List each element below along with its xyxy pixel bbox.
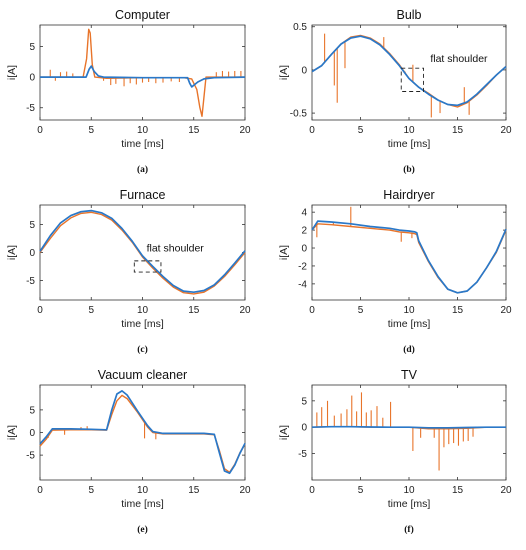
dashed-highlight-box: [133, 260, 162, 273]
chart-title: TV: [401, 368, 418, 382]
plot-frame: [311, 24, 507, 121]
annotation-label: flat shoulder: [430, 53, 488, 65]
x-tick-label: 10: [403, 305, 415, 316]
chart-title: Vacuum cleaner: [98, 368, 187, 382]
panel-caption: (f): [404, 524, 414, 535]
x-tick-label: 15: [188, 305, 200, 316]
x-tick-label: 10: [137, 125, 149, 136]
series-line-model: [39, 390, 246, 475]
y-tick-label: 0: [29, 428, 35, 439]
x-tick-label: 0: [37, 125, 43, 136]
y-tick-label: 0: [301, 423, 307, 434]
x-axis-label: time [ms]: [121, 318, 164, 330]
annotation-label: flat shoulder: [147, 242, 205, 254]
panel-caption: (c): [137, 344, 148, 355]
plot-frame: [311, 204, 507, 301]
x-tick-label: 10: [137, 485, 149, 496]
y-tick-label: -5: [26, 276, 35, 287]
y-tick-label: 5: [29, 220, 35, 231]
x-tick-label: 0: [309, 125, 315, 136]
y-tick-label: -2: [298, 261, 307, 272]
x-tick-label: 20: [500, 485, 512, 496]
chart-panel-5: 0 5 10 15 20 -5 0 5 Vacuum cleaner time [ms] i[A] (…: [6, 368, 251, 535]
y-tick-label: 0: [29, 248, 35, 259]
y-tick-label: 2: [301, 226, 307, 237]
series-line-model: [311, 220, 507, 294]
x-tick-label: 0: [37, 485, 43, 496]
y-tick-label: 0: [301, 244, 307, 255]
y-tick-label: -5: [26, 103, 35, 114]
y-axis-label: i[A]: [278, 425, 290, 440]
y-tick-label: 4: [301, 208, 307, 219]
plot-frame: [311, 384, 507, 481]
x-axis-label: time [ms]: [388, 318, 431, 330]
x-tick-label: 0: [309, 305, 315, 316]
x-tick-label: 15: [188, 125, 200, 136]
x-tick-label: 5: [88, 305, 94, 316]
x-tick-label: 5: [358, 485, 364, 496]
series-line-model: [311, 425, 506, 429]
x-tick-label: 10: [403, 485, 415, 496]
x-tick-label: 15: [452, 305, 464, 316]
y-axis-label: i[A]: [6, 425, 18, 440]
chart-panel-3: 0 5 10 15 20 -5 0 5 flat shoulder Furnace time [ms…: [6, 188, 251, 355]
y-tick-label: -4: [298, 279, 307, 290]
chart-title: Furnace: [120, 188, 166, 202]
x-tick-label: 20: [239, 485, 251, 496]
chart-title: Hairdryer: [383, 188, 434, 202]
y-axis-label: i[A]: [6, 245, 18, 260]
y-tick-label: -5: [26, 451, 35, 462]
chart-title: Computer: [115, 8, 170, 22]
x-tick-label: 20: [239, 125, 251, 136]
x-tick-label: 15: [452, 125, 464, 136]
x-tick-label: 0: [309, 485, 315, 496]
y-tick-label: 0: [301, 65, 307, 76]
x-tick-label: 15: [188, 485, 200, 496]
panel-caption: (a): [137, 164, 148, 175]
series-line-model: [39, 209, 246, 294]
x-tick-label: 0: [37, 305, 43, 316]
y-tick-label: 5: [29, 42, 35, 53]
x-tick-label: 5: [358, 125, 364, 136]
panel-caption: (b): [403, 164, 415, 175]
y-axis-label: i[A]: [6, 65, 18, 80]
panel-caption: (d): [403, 344, 415, 355]
series-line-measured: [40, 28, 245, 118]
y-axis-label: i[A]: [278, 245, 290, 260]
plot-frame: [39, 24, 246, 121]
plot-frame: [39, 384, 246, 481]
y-tick-label: 5: [29, 405, 35, 416]
x-tick-label: 20: [500, 305, 512, 316]
series-line-model: [311, 35, 507, 107]
x-tick-label: 10: [403, 125, 415, 136]
y-tick-label: 5: [301, 396, 307, 407]
x-tick-label: 5: [88, 485, 94, 496]
x-tick-label: 5: [358, 305, 364, 316]
y-tick-label: 0: [29, 73, 35, 84]
chart-panel-6: 0 5 10 15 20 -5 0 5 TV time [ms] i[A] (f): [278, 368, 512, 535]
x-tick-label: 20: [239, 305, 251, 316]
chart-panel-4: 0 5 10 15 20 -4 -2 0 2 4 Hairdryer time [ms] i[A] (d): [278, 188, 512, 355]
y-tick-label: -5: [298, 449, 307, 460]
y-tick-label: -0.5: [290, 109, 308, 120]
series-line-measured: [39, 211, 246, 295]
y-axis-label: i[A]: [278, 65, 290, 80]
chart-title: Bulb: [396, 8, 421, 22]
x-axis-label: time [ms]: [121, 498, 164, 510]
x-tick-label: 15: [452, 485, 464, 496]
x-tick-label: 20: [500, 125, 512, 136]
x-axis-label: time [ms]: [121, 138, 164, 150]
y-tick-label: 0.5: [293, 22, 307, 33]
series-line-measured: [311, 34, 507, 108]
x-axis-label: time [ms]: [388, 138, 431, 150]
panel-caption: (e): [137, 524, 148, 535]
x-axis-label: time [ms]: [388, 498, 431, 510]
x-tick-label: 10: [137, 305, 149, 316]
series-line-model: [40, 65, 246, 88]
dashed-highlight-box: [400, 67, 424, 92]
x-tick-label: 5: [88, 125, 94, 136]
